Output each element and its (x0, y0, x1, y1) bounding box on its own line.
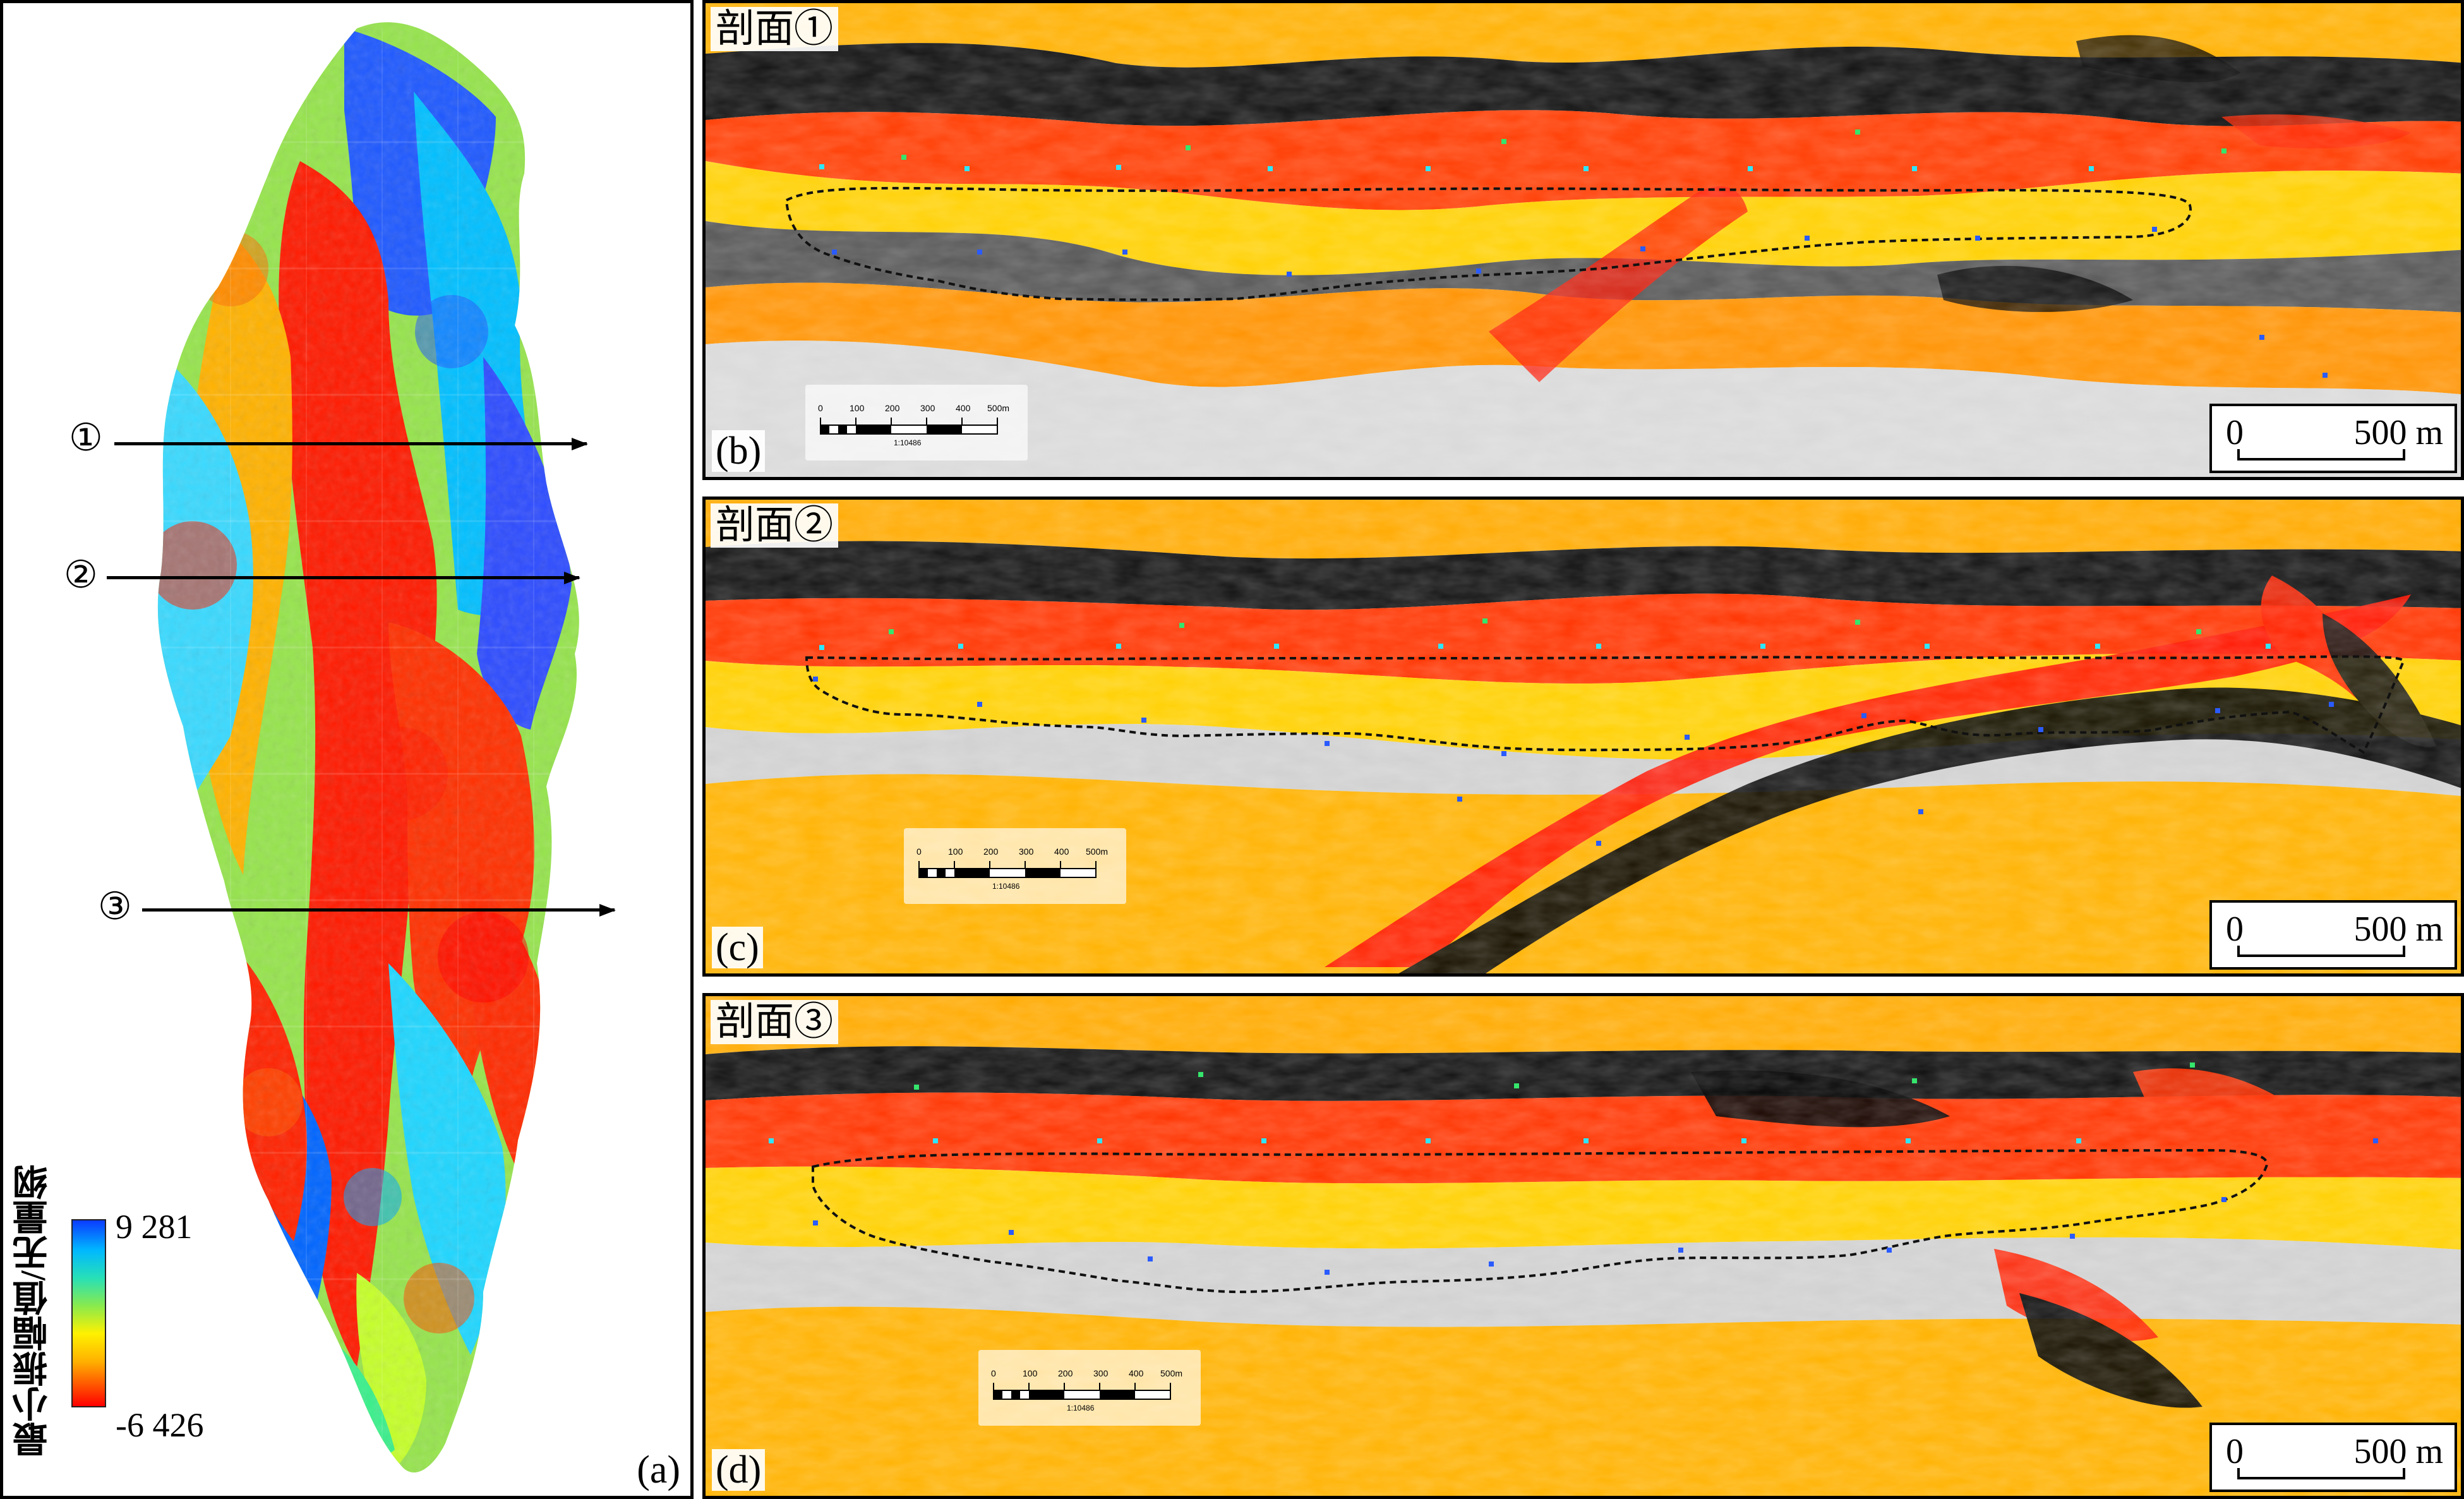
panel-d-section: 剖面③ 0 100 200 300 400 500m 1:10486 0 500… (702, 993, 2464, 1499)
mini-scale-b-tick-0: 0 (818, 403, 823, 413)
scale-box-d: 0 500 m (2209, 1423, 2457, 1492)
scale-box-c-line (2237, 946, 2405, 957)
section-title-3: 剖面③ (711, 1000, 839, 1044)
profile-arrow-1 (114, 438, 588, 450)
mini-scale-b-tick-3: 300 (920, 403, 935, 413)
legend-min-value: -6 426 (116, 1406, 204, 1444)
mini-scale-c: 0 100 200 300 400 500m 1:10486 (904, 828, 1126, 904)
mini-scale-c-tick-1: 100 (948, 846, 963, 857)
mini-scale-d-tick-2: 200 (1058, 1368, 1073, 1378)
panel-a-map: ① ② ③ 最小振幅值/无量纲 9 281 -6 426 (a) (0, 0, 694, 1499)
mini-scale-b-bar (820, 418, 998, 435)
mini-scale-c-tick-3: 300 (1019, 846, 1034, 857)
mini-scale-c-tick-2: 200 (983, 846, 999, 857)
profile-label-3: ③ (98, 886, 132, 927)
amplitude-map (3, 3, 690, 1496)
scale-box-b-line (2237, 449, 2405, 461)
mini-scale-d-tick-3: 300 (1093, 1368, 1109, 1378)
mini-scale-d-bar (993, 1383, 1171, 1400)
mini-scale-b: 0 100 200 300 400 500m 1:10486 (805, 385, 1028, 461)
scale-box-d-end: 500 m (2353, 1432, 2443, 1471)
profile-label-2: ② (64, 554, 98, 596)
legend-title: 最小振幅值/无量纲 (14, 1164, 53, 1457)
mini-scale-d-tick-5: 500m (1160, 1368, 1183, 1378)
mini-scale-c-tick-4: 400 (1054, 846, 1069, 857)
panel-label-b: (b) (712, 430, 766, 472)
mini-scale-c-bar (918, 861, 1097, 878)
mini-scale-d: 0 100 200 300 400 500m 1:10486 (978, 1350, 1201, 1426)
profile-arrow-3 (142, 904, 616, 917)
section-1-seismic (706, 3, 2461, 477)
panel-b-section: 剖面① 0 100 200 300 400 500m 1:10486 0 500… (702, 0, 2464, 480)
mini-scale-d-tick-1: 100 (1023, 1368, 1038, 1378)
scale-box-d-line (2237, 1468, 2405, 1479)
mini-scale-b-tick-2: 200 (885, 403, 900, 413)
scale-box-b: 0 500 m (2209, 404, 2457, 473)
section-title-1: 剖面① (711, 7, 839, 51)
mini-scale-b-tick-5: 500m (987, 403, 1010, 413)
scale-box-c-start: 0 (2226, 910, 2244, 949)
mini-scale-b-tick-4: 400 (956, 403, 971, 413)
panel-label-a: (a) (633, 1449, 684, 1491)
legend-colorbar (71, 1219, 106, 1407)
scale-box-b-end: 500 m (2353, 413, 2443, 452)
mini-scale-d-ratio: 1:10486 (1067, 1404, 1095, 1412)
section-title-2: 剖面② (711, 503, 839, 548)
scale-box-d-start: 0 (2226, 1432, 2244, 1471)
section-3-seismic (706, 996, 2461, 1496)
scale-box-b-start: 0 (2226, 413, 2244, 452)
panel-label-c: (c) (712, 927, 763, 968)
mini-scale-b-ratio: 1:10486 (894, 438, 922, 447)
mini-scale-c-tick-0: 0 (916, 846, 922, 857)
mini-scale-c-tick-5: 500m (1086, 846, 1109, 857)
profile-arrow-2 (107, 572, 580, 584)
section-2-seismic (706, 500, 2461, 973)
mini-scale-c-ratio: 1:10486 (992, 882, 1020, 891)
panel-c-section: 剖面② 0 100 200 300 400 500m 1:10486 0 500… (702, 497, 2464, 977)
scale-box-c: 0 500 m (2209, 900, 2457, 970)
panel-label-d: (d) (712, 1449, 766, 1491)
scale-box-c-end: 500 m (2353, 910, 2443, 949)
legend-max-value: 9 281 (116, 1208, 193, 1246)
mini-scale-d-tick-0: 0 (991, 1368, 996, 1378)
profile-label-1: ① (69, 417, 103, 459)
mini-scale-d-tick-4: 400 (1129, 1368, 1144, 1378)
mini-scale-b-tick-1: 100 (850, 403, 865, 413)
